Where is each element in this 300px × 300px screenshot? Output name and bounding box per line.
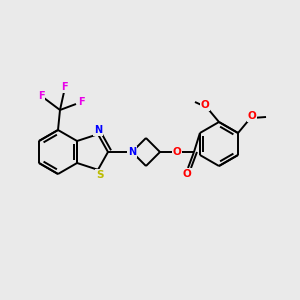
Text: F: F [38, 91, 44, 101]
Text: O: O [183, 169, 191, 179]
Text: N: N [128, 147, 136, 157]
Text: F: F [61, 82, 67, 92]
Text: O: O [172, 147, 182, 157]
Text: O: O [248, 111, 256, 121]
Text: F: F [78, 97, 84, 107]
Text: S: S [96, 170, 104, 180]
Text: O: O [201, 100, 209, 110]
Text: N: N [94, 125, 102, 135]
